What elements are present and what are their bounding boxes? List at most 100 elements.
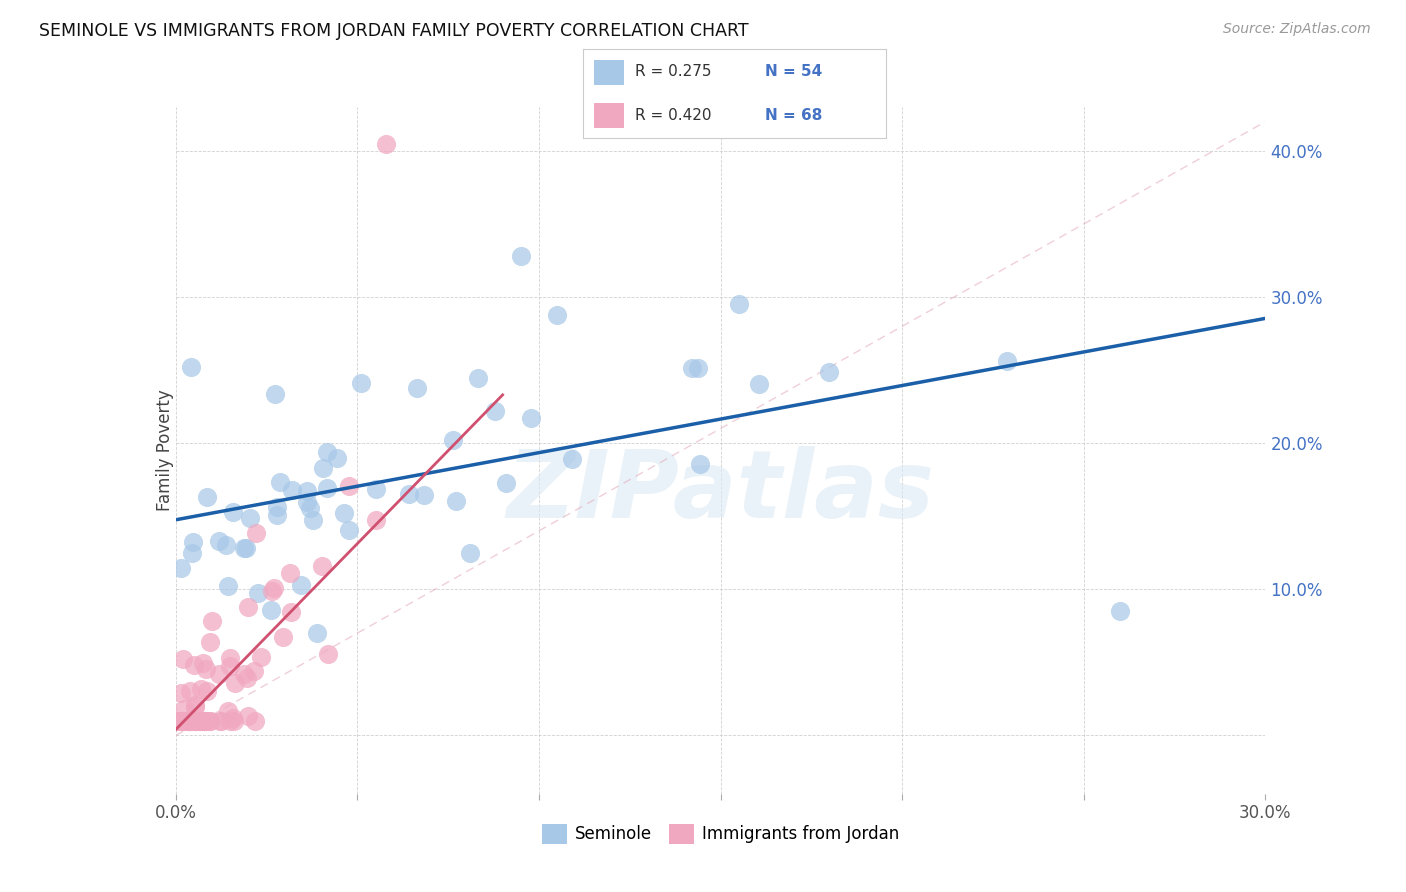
Point xyxy=(198,714,221,728)
Point xyxy=(688,360,710,375)
Point xyxy=(194,714,217,728)
Point xyxy=(264,387,287,401)
Point xyxy=(183,714,205,728)
Point xyxy=(375,136,398,151)
Point xyxy=(444,493,467,508)
Text: R = 0.420: R = 0.420 xyxy=(636,108,711,122)
Point xyxy=(1109,604,1132,618)
Point xyxy=(165,714,187,728)
Point xyxy=(364,482,387,496)
Point xyxy=(242,664,264,678)
Point xyxy=(295,484,318,499)
Point xyxy=(173,702,195,716)
Point xyxy=(245,714,267,728)
Point xyxy=(245,525,267,540)
Text: N = 54: N = 54 xyxy=(765,64,823,79)
Point xyxy=(222,714,245,728)
Point xyxy=(215,538,238,552)
Point xyxy=(217,705,239,719)
Point xyxy=(467,371,489,385)
Point xyxy=(208,714,231,728)
Point xyxy=(176,714,198,728)
Point xyxy=(194,714,217,728)
Point xyxy=(181,535,204,549)
Point xyxy=(689,457,711,471)
Point xyxy=(307,626,329,640)
FancyBboxPatch shape xyxy=(595,60,624,85)
Point xyxy=(246,586,269,600)
Point xyxy=(217,579,239,593)
Point xyxy=(177,714,200,728)
Point xyxy=(364,513,387,527)
Point xyxy=(236,671,259,685)
Point xyxy=(222,505,245,519)
Point xyxy=(236,709,259,723)
Point xyxy=(172,714,194,728)
Point xyxy=(208,534,231,549)
Point xyxy=(260,584,283,599)
Point xyxy=(350,376,373,390)
Point xyxy=(183,714,205,728)
Point xyxy=(315,481,337,495)
Text: N = 68: N = 68 xyxy=(765,108,823,122)
Point xyxy=(219,651,242,665)
Point xyxy=(311,558,333,573)
Y-axis label: Family Poverty: Family Poverty xyxy=(156,390,173,511)
Text: ZIPatlas: ZIPatlas xyxy=(506,446,935,538)
Point xyxy=(176,714,198,728)
Point xyxy=(170,714,193,728)
Point xyxy=(337,523,360,537)
FancyBboxPatch shape xyxy=(595,103,624,128)
Point xyxy=(302,513,325,527)
Point xyxy=(233,667,256,681)
Point xyxy=(170,714,193,728)
Point xyxy=(818,365,841,379)
Point xyxy=(997,354,1019,368)
Point xyxy=(295,494,318,508)
Point xyxy=(405,381,427,395)
Point xyxy=(281,483,304,497)
Point xyxy=(280,605,302,619)
Point xyxy=(179,684,201,698)
Point xyxy=(681,361,703,376)
Point xyxy=(191,714,214,728)
Legend: Seminole, Immigrants from Jordan: Seminole, Immigrants from Jordan xyxy=(536,817,905,851)
Point xyxy=(561,452,583,467)
Point xyxy=(219,714,242,728)
Point xyxy=(193,656,215,670)
Point xyxy=(179,714,201,728)
Point xyxy=(333,506,356,520)
Text: SEMINOLE VS IMMIGRANTS FROM JORDAN FAMILY POVERTY CORRELATION CHART: SEMINOLE VS IMMIGRANTS FROM JORDAN FAMIL… xyxy=(39,22,749,40)
Point xyxy=(290,578,312,592)
Point xyxy=(172,714,194,728)
Text: Source: ZipAtlas.com: Source: ZipAtlas.com xyxy=(1223,22,1371,37)
Point xyxy=(748,376,770,391)
Point xyxy=(232,541,254,556)
Point xyxy=(278,566,301,581)
Point xyxy=(190,682,212,697)
Point xyxy=(458,546,481,560)
Point xyxy=(222,711,245,725)
Point xyxy=(195,491,218,505)
Point xyxy=(193,714,215,728)
Point xyxy=(184,698,207,712)
Point xyxy=(195,662,218,676)
Point xyxy=(546,308,568,322)
Point xyxy=(186,714,208,728)
Point xyxy=(398,487,420,501)
Point xyxy=(412,488,434,502)
Point xyxy=(201,614,224,628)
Point xyxy=(179,713,201,727)
Point xyxy=(259,603,281,617)
Point xyxy=(495,475,517,490)
Point xyxy=(184,700,207,714)
Point xyxy=(312,461,335,475)
Point xyxy=(181,546,204,560)
Point xyxy=(180,360,202,375)
Point xyxy=(170,560,193,574)
Point xyxy=(298,500,321,515)
Point xyxy=(170,686,193,700)
Point xyxy=(198,714,221,728)
Point xyxy=(172,651,194,665)
Point xyxy=(187,714,209,728)
